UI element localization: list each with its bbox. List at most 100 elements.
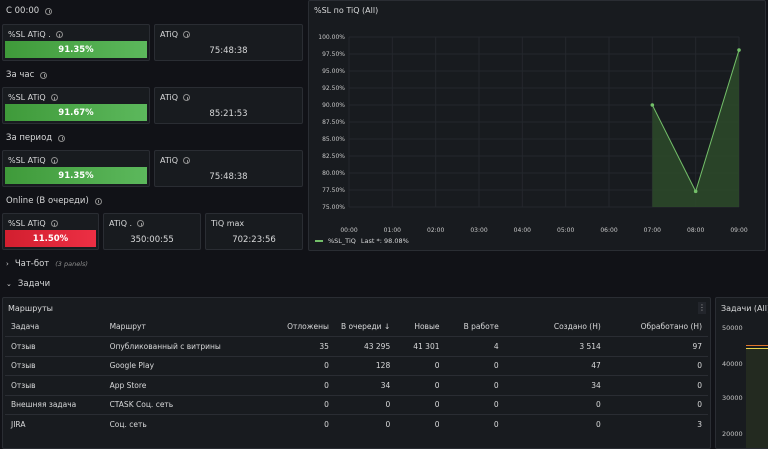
table-cell: 0 <box>396 394 446 415</box>
info-icon[interactable] <box>45 7 53 15</box>
section-since-midnight: С 00:00 <box>6 6 53 16</box>
x-tick-label: 01:00 <box>384 227 401 234</box>
legend-label: %SL_TiQ <box>328 237 356 245</box>
table-cell: 0 <box>396 355 446 376</box>
table-cell: 0 <box>275 394 335 415</box>
legend-swatch <box>315 240 323 242</box>
table-cell: 0 <box>504 394 607 415</box>
table-row[interactable]: Внешняя задача CTASK Соц. сеть 0 0 0 0 0 0 <box>5 394 708 415</box>
table-cell: 0 <box>445 355 505 376</box>
col-header[interactable]: В работе <box>463 322 499 331</box>
col-header[interactable]: Новые <box>414 322 440 331</box>
stat-value: 91.35% <box>5 167 147 184</box>
data-point[interactable] <box>737 48 741 52</box>
table-cell: 34 <box>504 375 607 395</box>
x-tick-label: 00:00 <box>340 227 357 234</box>
series-line-yellow <box>746 348 768 349</box>
x-tick-label: 09:00 <box>730 227 747 234</box>
info-icon[interactable] <box>50 220 58 227</box>
chevron-right-icon: › <box>6 260 9 268</box>
section-title: Online (В очереди) <box>6 196 89 206</box>
legend-last-value: Last *: 98.08% <box>360 237 409 245</box>
info-icon[interactable] <box>183 31 191 38</box>
col-header[interactable]: Задача <box>11 322 40 331</box>
info-icon[interactable] <box>58 134 66 142</box>
info-icon[interactable] <box>50 157 58 164</box>
row-chatbot[interactable]: › Чат-бот (3 panels) <box>0 256 768 272</box>
table-cell: 0 <box>396 375 446 395</box>
table-cell: Отзыв <box>5 336 104 356</box>
y-tick-label: 75.00% <box>322 204 345 211</box>
info-icon[interactable] <box>183 157 191 164</box>
table-cell: 4 <box>445 336 505 356</box>
routes-panel: Маршруты ⋮ Задача Маршрут Отложены В оче… <box>2 297 711 449</box>
table-cell: 0 <box>504 414 607 434</box>
stat-sl-atiq-period: %SL ATiQ 91.35% <box>2 150 150 187</box>
stat-atiq-hour: ATiQ 85:21:53 <box>154 87 303 124</box>
table-cell: 0 <box>606 355 708 376</box>
table-row[interactable]: JIRA Соц. сеть 0 0 0 0 0 3 <box>5 414 708 434</box>
series-line-orange <box>746 345 768 346</box>
data-point[interactable] <box>693 189 698 194</box>
stat-value: 702:23:56 <box>232 235 276 245</box>
col-header-sorted[interactable]: В очереди ↓ <box>340 322 391 331</box>
y-tick-label: 80.00% <box>322 170 345 177</box>
y-tick-label: 92.50% <box>322 85 345 92</box>
table-cell: 0 <box>606 375 708 395</box>
y-tick-label: 100.00% <box>318 34 345 41</box>
y-tick-label: 97.50% <box>322 51 345 58</box>
series-area <box>746 349 768 448</box>
info-icon[interactable] <box>50 94 58 101</box>
stat-value: 91.67% <box>5 104 147 121</box>
y-tick-label: 90.00% <box>322 102 345 109</box>
table-cell: 0 <box>445 375 505 395</box>
info-icon[interactable] <box>94 197 102 205</box>
stat-atiq-midnight: ATiQ 75:48:38 <box>154 24 303 61</box>
y-tick-label: 77.50% <box>322 187 345 194</box>
info-icon[interactable] <box>137 220 145 227</box>
panel-title: %SL ATiQ <box>8 93 46 102</box>
x-tick-label: 04:00 <box>514 227 531 234</box>
table-cell: 0 <box>396 414 446 434</box>
panel-title: TiQ max <box>211 219 245 228</box>
table-cell: 0 <box>445 394 505 415</box>
sl-tiq-chart-panel: %SL по TiQ (All) 100.00% 97.50% 95.00% 92.5… <box>308 0 766 251</box>
sl-tiq-chart: 100.00% 97.50% 95.00% 92.50% 90.00% 87.50% 85.… <box>318 34 748 234</box>
stat-atiq-online: ATiQ . 350:00:55 <box>103 213 201 250</box>
col-header[interactable]: Маршрут <box>109 322 146 331</box>
table-cell: 0 <box>334 394 397 415</box>
table-cell: 0 <box>445 414 505 434</box>
panel-title: Маршруты <box>8 304 53 313</box>
section-title: С 00:00 <box>6 6 40 16</box>
section-online: Online (В очереди) <box>6 196 102 206</box>
stat-value: 350:00:55 <box>130 235 174 245</box>
chevron-down-icon: ⌄ <box>6 280 12 288</box>
table-header-row: Задача Маршрут Отложены В очереди ↓ Новы… <box>5 317 708 337</box>
info-icon[interactable] <box>40 71 48 79</box>
table-row[interactable]: Отзыв Опубликованный с витрины 35 43 295 41 … <box>5 336 708 356</box>
section-last-hour: За час <box>6 70 48 80</box>
y-tick-label: 95.00% <box>322 68 345 75</box>
data-point[interactable] <box>650 103 655 107</box>
stat-value: 91.35% <box>5 41 147 58</box>
table-cell: 43 295 <box>334 336 397 356</box>
table-cell: 35 <box>275 336 335 356</box>
table-row[interactable]: Отзыв App Store 0 34 0 0 34 0 <box>5 375 708 395</box>
row-panel-count: (3 panels) <box>55 260 88 268</box>
panel-menu-icon[interactable]: ⋮ <box>698 302 706 314</box>
tasks-chart-panel: Задачи (All) 50000 40000 30000 20000 <box>715 297 768 449</box>
table-row[interactable]: Отзыв Google Play 0 128 0 0 47 0 <box>5 355 708 376</box>
col-header[interactable]: Обработано (Н) <box>640 322 702 331</box>
chart-legend[interactable]: %SL_TiQ Last *: 98.08% <box>315 237 409 245</box>
col-header[interactable]: Создано (Н) <box>553 322 601 331</box>
y-tick: 30000 <box>722 394 743 402</box>
table-cell: Google Play <box>103 355 276 376</box>
x-tick-label: 05:00 <box>557 227 574 234</box>
info-icon[interactable] <box>55 31 63 38</box>
panel-title: ATiQ <box>160 156 179 165</box>
info-icon[interactable] <box>183 94 191 101</box>
col-header[interactable]: Отложены <box>287 322 329 331</box>
stat-value: 75:48:38 <box>209 172 248 182</box>
table-cell: 0 <box>275 414 335 434</box>
row-tasks[interactable]: ⌄ Задачи <box>0 276 768 292</box>
